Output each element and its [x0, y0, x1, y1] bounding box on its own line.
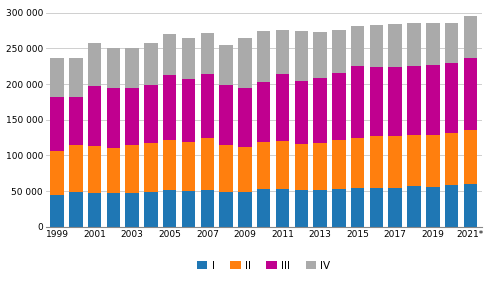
Bar	[238, 192, 252, 227]
Bar	[219, 85, 233, 145]
Bar	[163, 191, 176, 227]
Bar	[426, 187, 439, 227]
Bar	[426, 136, 439, 187]
Bar	[464, 15, 477, 58]
Bar	[69, 146, 82, 192]
Bar	[238, 88, 252, 147]
Bar	[50, 97, 64, 151]
Bar	[407, 136, 421, 186]
Legend: I, II, III, IV: I, II, III, IV	[197, 261, 330, 271]
Bar	[88, 43, 101, 85]
Bar	[257, 82, 271, 142]
Bar	[332, 30, 346, 73]
Bar	[445, 23, 459, 63]
Bar	[313, 143, 327, 191]
Bar	[107, 193, 120, 227]
Bar	[276, 189, 289, 227]
Bar	[107, 48, 120, 88]
Bar	[88, 193, 101, 227]
Bar	[370, 67, 383, 136]
Bar	[125, 88, 139, 145]
Bar	[464, 130, 477, 184]
Bar	[144, 43, 158, 85]
Bar	[144, 192, 158, 227]
Bar	[426, 65, 439, 136]
Bar	[125, 145, 139, 193]
Bar	[351, 138, 364, 188]
Bar	[257, 189, 271, 227]
Bar	[388, 188, 402, 227]
Bar	[182, 142, 195, 191]
Bar	[200, 138, 214, 190]
Bar	[445, 185, 459, 227]
Bar	[182, 38, 195, 79]
Bar	[69, 58, 82, 97]
Bar	[144, 143, 158, 192]
Bar	[144, 85, 158, 143]
Bar	[200, 74, 214, 138]
Bar	[351, 26, 364, 66]
Bar	[219, 45, 233, 85]
Bar	[313, 32, 327, 78]
Bar	[295, 81, 308, 144]
Bar	[295, 190, 308, 227]
Bar	[276, 141, 289, 189]
Bar	[407, 66, 421, 136]
Bar	[370, 188, 383, 227]
Bar	[313, 191, 327, 227]
Bar	[238, 38, 252, 88]
Bar	[445, 133, 459, 185]
Bar	[388, 24, 402, 67]
Bar	[388, 67, 402, 136]
Bar	[50, 195, 64, 227]
Bar	[238, 147, 252, 192]
Bar	[88, 146, 101, 193]
Bar	[426, 23, 439, 65]
Bar	[163, 34, 176, 75]
Bar	[200, 190, 214, 227]
Bar	[370, 136, 383, 188]
Bar	[295, 144, 308, 190]
Bar	[107, 148, 120, 193]
Bar	[407, 23, 421, 66]
Bar	[445, 63, 459, 133]
Bar	[182, 191, 195, 227]
Bar	[332, 189, 346, 227]
Bar	[276, 74, 289, 141]
Bar	[351, 188, 364, 227]
Bar	[88, 85, 101, 146]
Bar	[351, 66, 364, 138]
Bar	[69, 192, 82, 227]
Bar	[257, 142, 271, 189]
Bar	[125, 48, 139, 88]
Bar	[407, 186, 421, 227]
Bar	[276, 30, 289, 74]
Bar	[69, 97, 82, 146]
Bar	[388, 136, 402, 188]
Bar	[163, 75, 176, 140]
Bar	[332, 140, 346, 189]
Bar	[219, 192, 233, 227]
Bar	[332, 73, 346, 140]
Bar	[50, 58, 64, 97]
Bar	[257, 31, 271, 82]
Bar	[313, 78, 327, 143]
Bar	[107, 88, 120, 148]
Bar	[464, 58, 477, 130]
Bar	[163, 140, 176, 191]
Bar	[219, 145, 233, 192]
Bar	[182, 79, 195, 142]
Bar	[200, 34, 214, 74]
Bar	[464, 184, 477, 227]
Bar	[50, 151, 64, 195]
Bar	[370, 25, 383, 67]
Bar	[295, 31, 308, 81]
Bar	[125, 193, 139, 227]
